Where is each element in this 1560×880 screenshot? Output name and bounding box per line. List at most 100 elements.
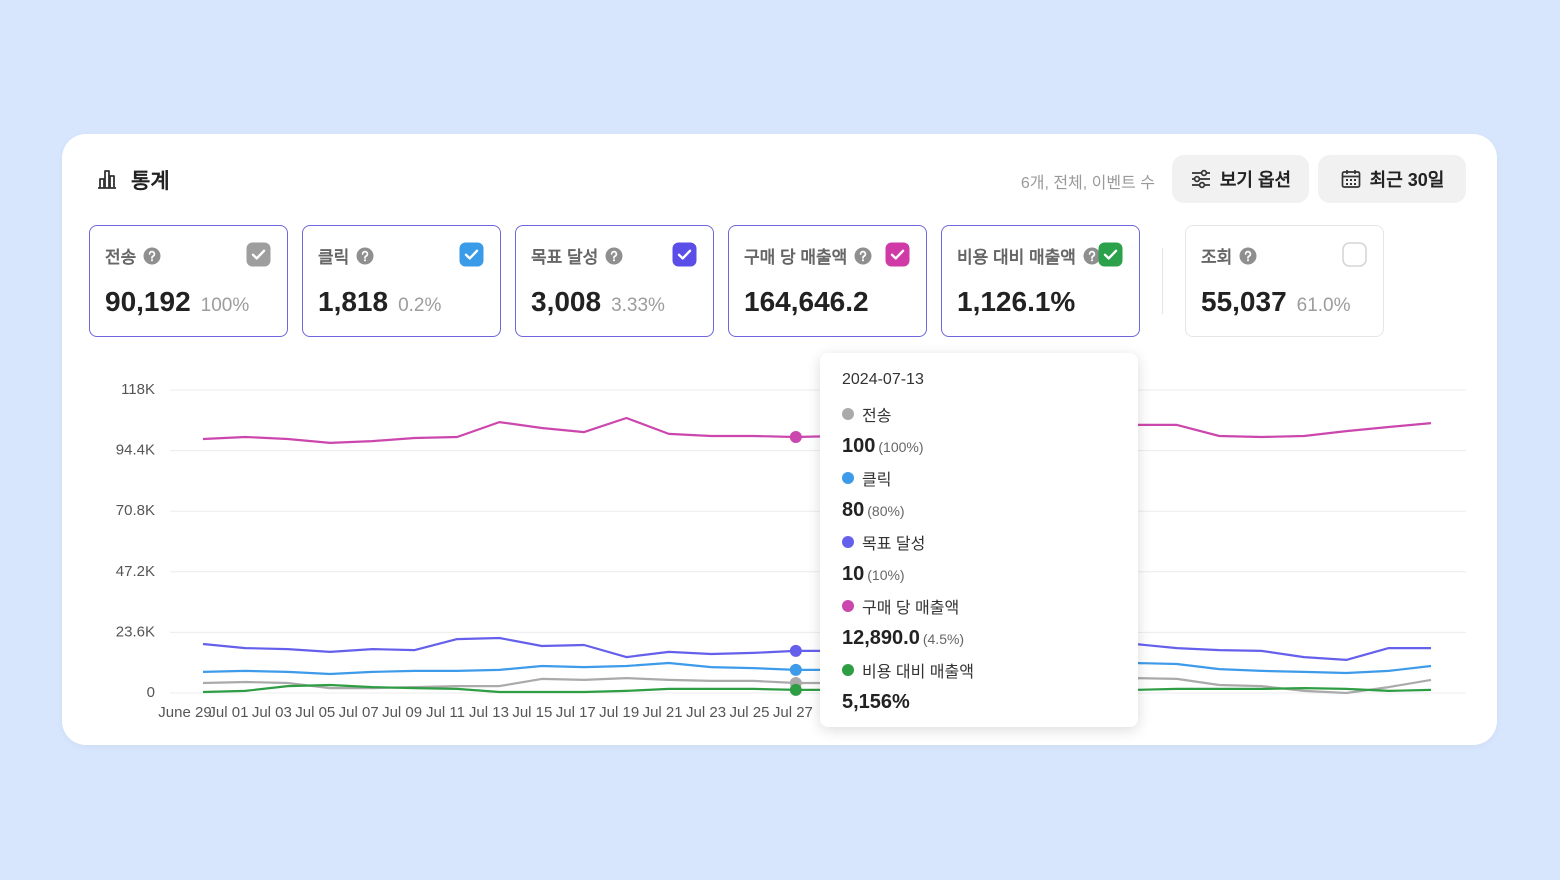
y-tick-label: 23.6K <box>116 623 155 640</box>
metric-card[interactable]: 구매 당 매출액 164,646.2 <box>728 225 927 337</box>
metric-value: 164,646.2 <box>744 286 869 317</box>
metric-value: 90,192 <box>105 286 191 317</box>
tooltip-value-row: 10 (10%) <box>842 563 925 586</box>
metric-label-row: 전송 <box>105 243 161 268</box>
series-line <box>202 661 1432 676</box>
metric-value: 55,037 <box>1201 286 1287 317</box>
tooltip-name-row: 목표 달성 <box>842 530 925 554</box>
metric-value-row: 3,008 3.33% <box>531 286 665 318</box>
tooltip-percent: (80%) <box>867 503 905 519</box>
x-tick-label: Jul 17 <box>556 704 596 721</box>
tooltip-dot <box>842 600 854 612</box>
tooltip-dot <box>842 536 854 548</box>
metric-value: 1,818 <box>318 286 389 317</box>
help-icon <box>1239 247 1257 264</box>
view-options-button[interactable]: 보기 옵션 <box>1172 155 1309 203</box>
checkbox[interactable] <box>459 242 484 267</box>
hover-point <box>789 663 802 676</box>
x-tick-label: Jul 11 <box>426 704 465 721</box>
metric-card[interactable]: 목표 달성 3,008 3.33% <box>515 225 714 337</box>
tooltip-percent: (4.5%) <box>922 631 965 647</box>
tooltip-value-row: 5,156% <box>842 691 974 714</box>
tooltip-value: 80 <box>842 499 865 521</box>
y-tick-label: 47.2K <box>116 563 155 580</box>
metric-label-row: 구매 당 매출액 <box>744 243 872 268</box>
x-tick-label: Jul 01 <box>208 704 248 721</box>
divider <box>1162 248 1163 314</box>
metric-value-row: 1,818 0.2% <box>318 286 441 318</box>
title: 통계 <box>131 170 170 193</box>
button-label: 최근 30일 <box>1369 170 1445 190</box>
metric-card[interactable]: 조회 55,037 61.0% <box>1185 225 1384 337</box>
tooltip-name: 클릭 <box>862 472 892 489</box>
metric-label-row: 비용 대비 매출액 <box>957 243 1101 268</box>
metric-value: 3,008 <box>531 286 602 317</box>
tooltip-value: 10 <box>842 563 865 585</box>
series-line <box>202 416 1432 444</box>
tooltip-value: 5,156% <box>842 691 910 713</box>
y-tick-label: 70.8K <box>116 502 155 519</box>
x-tick-label: Jul 27 <box>773 704 813 721</box>
metric-label-row: 클릭 <box>318 243 374 268</box>
metric-value-row: 1,126.1% <box>957 286 1075 318</box>
tooltip-date: 2024-07-13 <box>842 371 924 388</box>
x-tick-label: Jul 03 <box>252 704 292 721</box>
x-tick-label: Jul 09 <box>382 704 422 721</box>
sliders-icon <box>1191 169 1210 189</box>
hover-point <box>789 683 802 696</box>
metric-label: 전송 <box>105 248 137 267</box>
metric-percent: 3.33% <box>611 295 665 316</box>
checkbox[interactable] <box>246 242 271 267</box>
tooltip-value: 100 <box>842 435 876 457</box>
x-tick-label: Jul 23 <box>686 704 726 721</box>
checkbox[interactable] <box>885 242 910 267</box>
tooltip-name: 목표 달성 <box>862 536 926 553</box>
checkbox[interactable] <box>1342 242 1367 267</box>
metric-label-row: 조회 <box>1201 243 1257 268</box>
tooltip-dot <box>842 664 854 676</box>
tooltip-dot <box>842 408 854 420</box>
checkbox[interactable] <box>672 242 697 267</box>
tooltip-dot <box>842 472 854 484</box>
tooltip-name: 비용 대비 매출액 <box>862 664 974 681</box>
metric-label: 비용 대비 매출액 <box>957 248 1076 267</box>
metric-label: 클릭 <box>318 248 350 267</box>
metric-card[interactable]: 비용 대비 매출액 1,126.1% <box>941 225 1140 337</box>
x-tick-label: Jul 13 <box>469 704 509 721</box>
summary: 6개, 전체, 이벤트 수 <box>1020 175 1155 192</box>
tooltip-item: 클릭 80 (80%) <box>842 466 905 522</box>
x-tick-label: Jul 19 <box>599 704 639 721</box>
tooltip-value-row: 80 (80%) <box>842 499 905 522</box>
metric-value-row: 164,646.2 <box>744 286 869 318</box>
x-tick-label: Jul 25 <box>729 704 769 721</box>
metric-value-row: 55,037 61.0% <box>1201 286 1351 318</box>
metric-label: 구매 당 매출액 <box>744 248 848 267</box>
tooltip-percent: (100%) <box>878 439 924 455</box>
tooltip-value-row: 100 (100%) <box>842 435 924 458</box>
tooltip-value-row: 12,890.0 (4.5%) <box>842 627 964 650</box>
tooltip-item: 비용 대비 매출액 5,156% <box>842 658 974 714</box>
x-tick-label: Jul 07 <box>339 704 379 721</box>
tooltip-percent: (10%) <box>867 567 905 583</box>
tooltip-item: 전송 100 (100%) <box>842 402 924 458</box>
tooltip-name-row: 비용 대비 매출액 <box>842 658 974 682</box>
y-tick-label: 0 <box>147 684 155 701</box>
metric-card[interactable]: 클릭 1,818 0.2% <box>302 225 501 337</box>
help-icon <box>143 247 161 264</box>
help-icon <box>356 247 374 264</box>
checkbox[interactable] <box>1098 242 1123 267</box>
help-icon <box>605 247 623 264</box>
series-line <box>202 636 1431 661</box>
tooltip-item: 구매 당 매출액 12,890.0 (4.5%) <box>842 594 964 650</box>
date-range-button[interactable]: 최근 30일 <box>1318 155 1466 203</box>
metric-card[interactable]: 전송 90,192 100% <box>89 225 288 337</box>
metric-percent: 0.2% <box>398 295 442 316</box>
calendar-icon <box>1341 170 1360 188</box>
button-label: 보기 옵션 <box>1219 170 1292 190</box>
help-icon <box>854 247 872 264</box>
tooltip-value: 12,890.0 <box>842 627 920 649</box>
tooltip-name: 전송 <box>862 408 892 425</box>
metric-label: 조회 <box>1201 248 1233 267</box>
help-icon <box>1083 247 1101 264</box>
